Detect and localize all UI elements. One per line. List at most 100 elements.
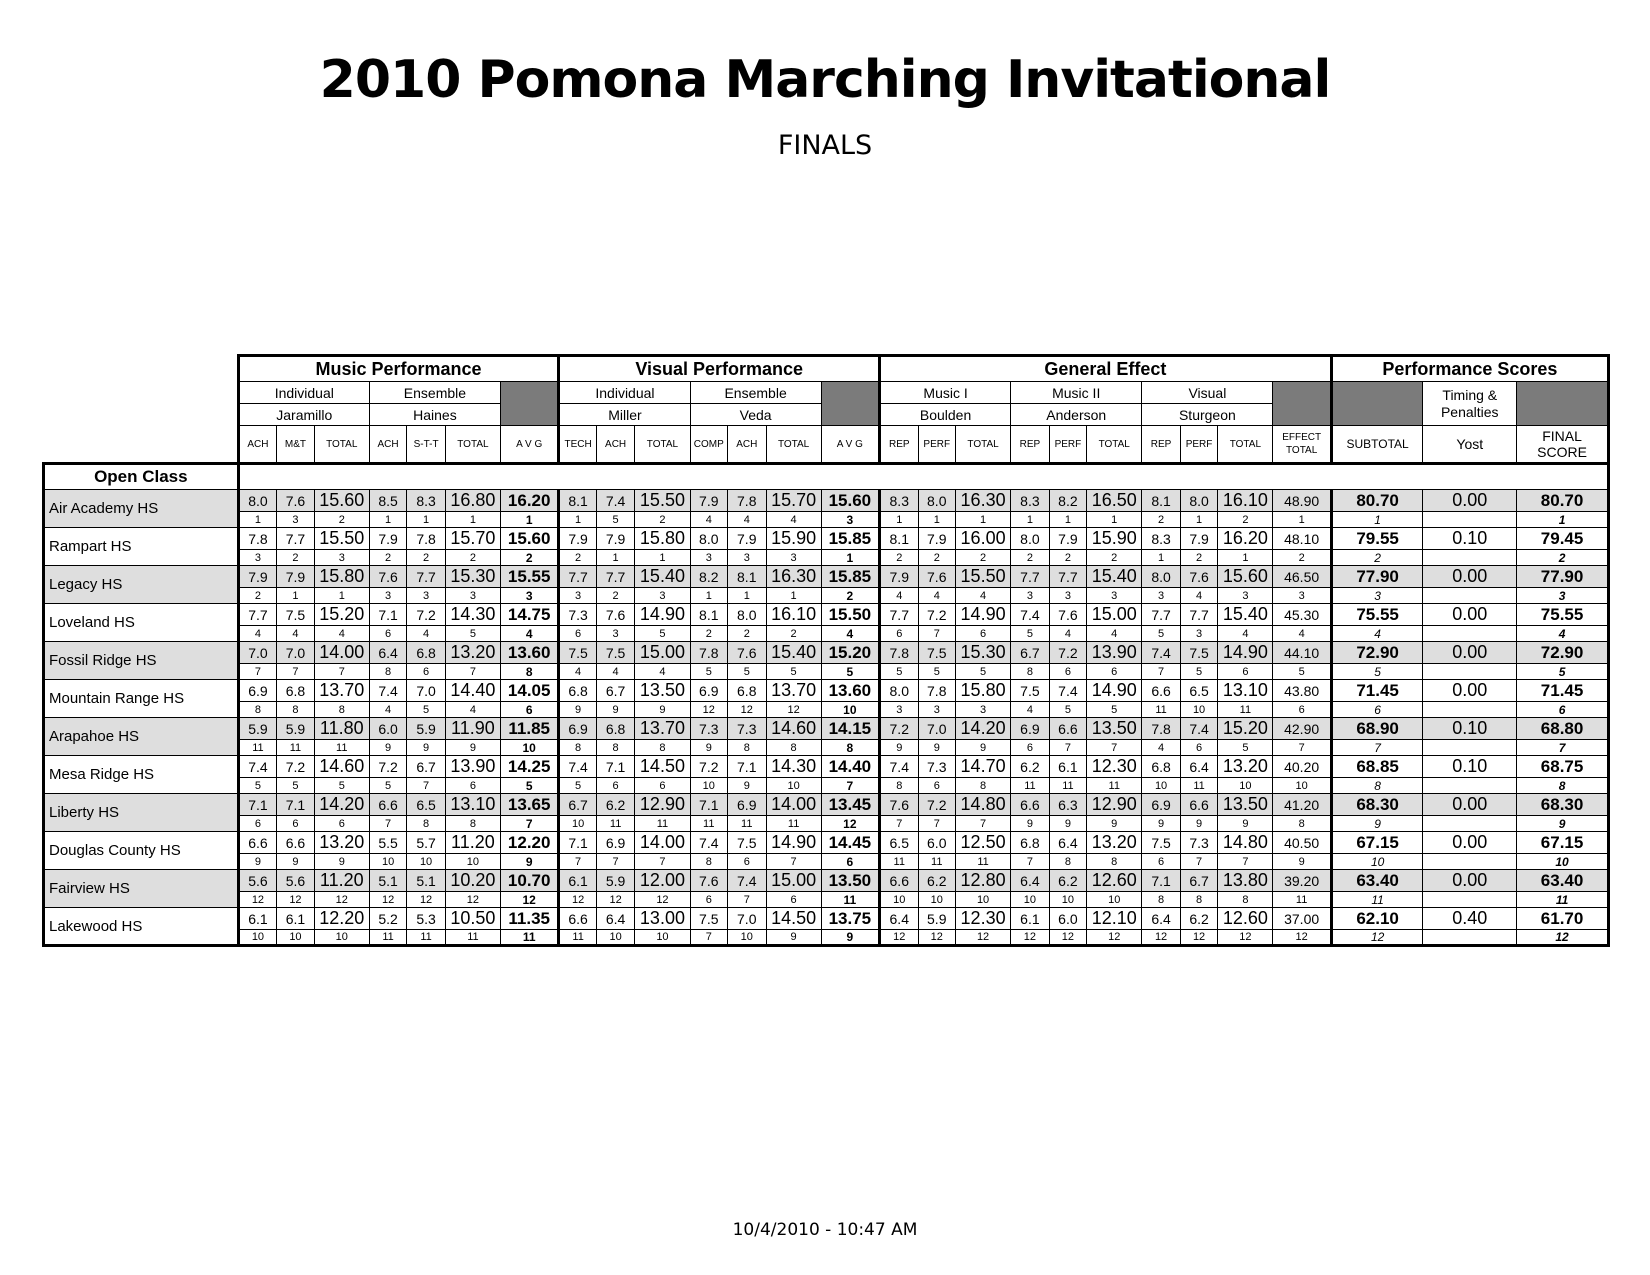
score-cell: 7.7	[557, 565, 597, 588]
rank-cell: 5	[1010, 625, 1050, 642]
rank-cell: 7	[557, 853, 597, 870]
score-cell: 11.20	[313, 869, 370, 892]
rank-cell: 2	[1272, 549, 1332, 566]
score-cell: 7.4	[557, 755, 597, 778]
rank-cell: 5	[634, 625, 691, 642]
score-cell: 14.70	[954, 755, 1012, 778]
shaded-cell	[820, 381, 881, 426]
score-cell: 6.2	[595, 793, 636, 816]
score-cell: 12.00	[634, 869, 691, 892]
rank-cell: 2	[878, 549, 919, 566]
score-cell: 14.30	[765, 755, 822, 778]
score-cell: 5.1	[368, 869, 408, 892]
rank-cell: 5	[595, 511, 636, 528]
score-cell: 13.10	[444, 793, 502, 816]
score-cell: 7.5	[595, 641, 636, 664]
rank-cell: 3	[1010, 587, 1050, 604]
score-cell: 13.80	[1217, 869, 1274, 892]
rank-cell: 11	[1010, 777, 1050, 794]
rank-cell: 3	[917, 701, 956, 718]
score-cell: 45.30	[1272, 603, 1332, 626]
school-name: Lakewood HS	[42, 907, 240, 947]
shaded-cell	[1329, 381, 1424, 426]
rank-cell: 1	[727, 587, 767, 604]
score-cell: 7.6	[878, 793, 919, 816]
rank-cell	[1422, 663, 1518, 680]
score-cell: 14.50	[634, 755, 691, 778]
rank-cell: 1	[820, 549, 881, 566]
group-visual-performance: Visual Performance	[557, 354, 880, 382]
school-score-row: Mountain Range HS 6.9 6.8 13.70 7.4 7.0 14.40 1…	[42, 679, 1610, 718]
caption-visual-effect: Visual	[1141, 381, 1274, 404]
rank-cell: 2	[954, 549, 1012, 566]
rank-cell: 4	[236, 625, 278, 642]
rank-cell: 9	[1179, 815, 1219, 832]
score-cell: 11.20	[444, 831, 502, 854]
score-cell: 7.7	[1179, 603, 1219, 626]
rank-cell: 5	[444, 625, 502, 642]
rank-cell: 12	[276, 891, 315, 908]
rank-cell: 3	[1086, 587, 1143, 604]
rank-cell: 9	[557, 701, 597, 718]
score-cell: 13.50	[1217, 793, 1274, 816]
score-cell: 7.3	[557, 603, 597, 626]
score-cell: 15.70	[444, 527, 502, 550]
score-cell: 40.20	[1272, 755, 1332, 778]
score-cell: 7.3	[727, 717, 767, 740]
school-name: Legacy HS	[42, 565, 240, 604]
score-cell: 7.8	[236, 527, 278, 550]
school-name: Mesa Ridge HS	[42, 755, 240, 794]
score-cell: 8.1	[1141, 489, 1181, 512]
rank-cell: 5	[313, 777, 370, 794]
rank-cell: 9	[727, 777, 767, 794]
rank-cell: 1	[1217, 549, 1274, 566]
rank-cell: 2	[1329, 549, 1424, 566]
rank-cell: 6	[444, 777, 502, 794]
score-cell: 7.7	[1010, 565, 1050, 588]
score-cell: 6.4	[595, 907, 636, 930]
rank-cell: 9	[1272, 853, 1332, 870]
rank-cell: 8	[313, 701, 370, 718]
penalty-value: 0.00	[1422, 565, 1518, 588]
score-cell: 7.9	[727, 527, 767, 550]
rank-cell: 2	[727, 625, 767, 642]
rank-cell: 12	[878, 929, 919, 947]
score-cell: 6.6	[878, 869, 919, 892]
rank-cell: 9	[634, 701, 691, 718]
rank-cell: 6	[634, 777, 691, 794]
rank-cell: 2	[1516, 549, 1610, 566]
rank-cell: 2	[1179, 549, 1219, 566]
rank-cell: 6	[765, 891, 822, 908]
score-cell: 6.8	[1010, 831, 1050, 854]
score-cell: 6.7	[1179, 869, 1219, 892]
penalty-value: 0.10	[1422, 717, 1518, 740]
score-cell: 15.20	[1217, 717, 1274, 740]
penalty-value: 0.40	[1422, 907, 1518, 930]
score-cell: 14.00	[765, 793, 822, 816]
rank-cell: 12	[313, 891, 370, 908]
score-cell: 10.20	[444, 869, 502, 892]
corner-blank	[44, 356, 239, 382]
rank-cell: 7	[689, 929, 729, 947]
shaded-cell	[1272, 381, 1332, 426]
score-cell: 7.8	[727, 489, 767, 512]
rank-cell: 7	[820, 777, 881, 794]
score-cell: 16.80	[444, 489, 502, 512]
score-cell: 46.50	[1272, 565, 1332, 588]
rank-cell: 9	[1048, 815, 1088, 832]
score-cell: 8.0	[1179, 489, 1219, 512]
rank-cell: 10	[595, 929, 636, 947]
rank-cell: 9	[276, 853, 315, 870]
col-header: PERF	[917, 425, 956, 464]
rank-cell: 5	[689, 663, 729, 680]
rank-cell: 10	[820, 701, 881, 718]
rank-cell: 7	[595, 853, 636, 870]
rank-cell: 4	[1329, 625, 1424, 642]
score-cell: 7.8	[1141, 717, 1181, 740]
col-header: M&T	[276, 425, 315, 464]
rank-cell: 1	[917, 511, 956, 528]
rank-cell: 3	[313, 549, 370, 566]
